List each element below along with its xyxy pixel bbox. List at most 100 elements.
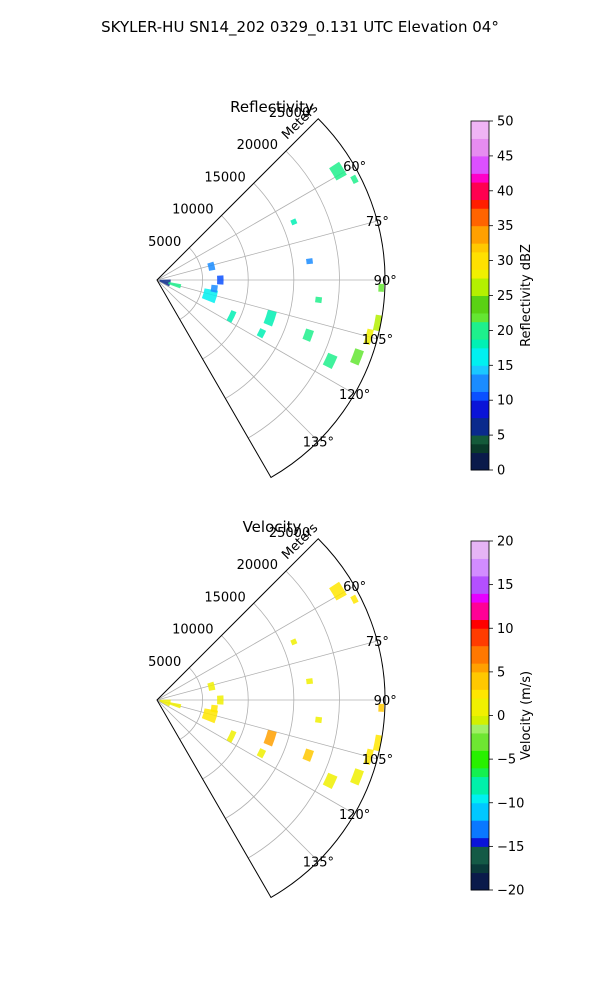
- colorbar-segment: [471, 584, 489, 594]
- colorbar-segment: [471, 190, 489, 201]
- colorbar-segment: [471, 260, 489, 270]
- colorbar-segment: [471, 382, 489, 392]
- colorbar-segment: [471, 173, 489, 183]
- polar-grid: [156, 150, 385, 442]
- colorbar-tick-label: 0: [497, 464, 505, 479]
- echo-mark-7: [256, 748, 267, 759]
- colorbar-segment: [471, 558, 489, 568]
- colorbar-segment: [471, 164, 489, 174]
- echo-mark-4: [159, 699, 171, 707]
- colorbar-segment: [471, 820, 489, 830]
- colorbar-segment: [471, 391, 489, 401]
- colorbar-segment: [471, 776, 489, 786]
- colorbar-segment: [471, 671, 489, 682]
- colorbar-segment: [471, 846, 489, 856]
- colorbar-segment: [471, 452, 489, 462]
- colorbar-segment: [471, 234, 489, 244]
- echo-mark-15: [315, 716, 323, 724]
- panel-title: Velocity: [243, 518, 302, 536]
- colorbar-tick-label: −5: [497, 753, 516, 768]
- colorbar-segment: [471, 732, 489, 743]
- colorbar-segment: [471, 802, 489, 812]
- colorbar-segment: [471, 443, 489, 454]
- grid-spoke: [156, 699, 378, 760]
- colorbar-segment: [471, 715, 489, 725]
- echo-mark-5: [168, 282, 182, 289]
- figure-title: SKYLER-HU SN14_202 0329_0.131 UTC Elevat…: [101, 18, 499, 37]
- colorbar-segment: [471, 208, 489, 218]
- colorbar-segment: [471, 347, 489, 358]
- colorbar-tick-label: 45: [497, 149, 514, 164]
- colorbar-segment: [471, 689, 489, 699]
- azimuth-tick-label: 90°: [374, 694, 397, 709]
- echo-mark-18: [329, 161, 347, 181]
- colorbar-segment: [471, 610, 489, 621]
- colorbar-tick-label: 20: [497, 535, 514, 550]
- colorbar-segment: [471, 138, 489, 148]
- colorbar-tick-label: 35: [497, 219, 514, 234]
- colorbar-segment: [471, 121, 489, 131]
- colorbar-segment: [471, 654, 489, 664]
- colorbar-tick-label: 5: [497, 429, 505, 444]
- azimuth-tick-label: 120°: [339, 388, 370, 403]
- colorbar-segment: [471, 295, 489, 305]
- echo-mark-10: [322, 772, 338, 790]
- colorbar-segment: [471, 304, 489, 314]
- colorbar-tick-label: 20: [497, 324, 514, 339]
- colorbar-tick-label: −15: [497, 840, 524, 855]
- colorbar-tick-label: 10: [497, 394, 514, 409]
- colorbar-segment: [471, 619, 489, 629]
- colorbar-segment: [471, 225, 489, 235]
- colorbar-segment: [471, 881, 489, 891]
- colorbar-segment: [471, 435, 489, 445]
- colorbar-tick-label: −10: [497, 796, 524, 811]
- echo-mark-14: [378, 703, 385, 712]
- colorbar-segment: [471, 872, 489, 882]
- radial-tick-label: 25000: [269, 106, 310, 121]
- azimuth-tick-label: 90°: [374, 274, 397, 289]
- echo-mark-6: [226, 310, 237, 323]
- colorbar: −20 −15 −10 −5 0 5 10 15 20 Velocity (m/s): [470, 535, 534, 899]
- sector-outline: [156, 118, 386, 479]
- colorbar-tick-label: 10: [497, 622, 514, 637]
- azimuth-tick-label: 120°: [339, 808, 370, 823]
- radial-tick-label: 15000: [204, 170, 245, 185]
- echo-mark-14: [378, 283, 385, 292]
- colorbar-label: Velocity (m/s): [519, 671, 534, 760]
- colorbar-tick-label: 40: [497, 184, 514, 199]
- azimuth-tick-label: 75°: [366, 215, 389, 230]
- echo-mark-3: [210, 284, 218, 293]
- echo-mark-16: [306, 678, 314, 685]
- sector-outline: [156, 538, 386, 899]
- colorbar-segment: [471, 741, 489, 751]
- colorbar-segment: [471, 129, 489, 139]
- echo-mark-1: [217, 695, 224, 705]
- grid-ring: [179, 667, 203, 740]
- colorbar-segment: [471, 628, 489, 638]
- colorbar-segment: [471, 575, 489, 586]
- colorbar-tick-label: −20: [497, 884, 524, 899]
- colorbar-segment: [471, 278, 489, 288]
- colorbar-tick-label: 15: [497, 359, 514, 374]
- radial-tick-label: 15000: [204, 590, 245, 605]
- colorbar-segment: [471, 706, 489, 716]
- colorbar-segment: [471, 541, 489, 551]
- echo-mark-6: [226, 730, 237, 743]
- colorbar-segment: [471, 794, 489, 804]
- panel-title: Reflectivity: [230, 98, 314, 116]
- colorbar-segment: [471, 251, 489, 262]
- colorbar-segment: [471, 602, 489, 612]
- colorbar-segment: [471, 811, 489, 821]
- radial-tick-label: 20000: [237, 138, 278, 153]
- colorbar-segment: [471, 400, 489, 410]
- echo-mark-19: [350, 594, 359, 605]
- echo-mark-4: [159, 279, 171, 287]
- colorbar-segment: [471, 593, 489, 603]
- grid-ring: [202, 635, 249, 780]
- colorbar-segment: [471, 785, 489, 795]
- colorbar-segment: [471, 182, 489, 192]
- colorbar-segment: [471, 286, 489, 296]
- azimuth-tick-label: 105°: [362, 753, 393, 768]
- grid-ring: [247, 150, 340, 439]
- radial-tick-label: 5000: [148, 655, 181, 670]
